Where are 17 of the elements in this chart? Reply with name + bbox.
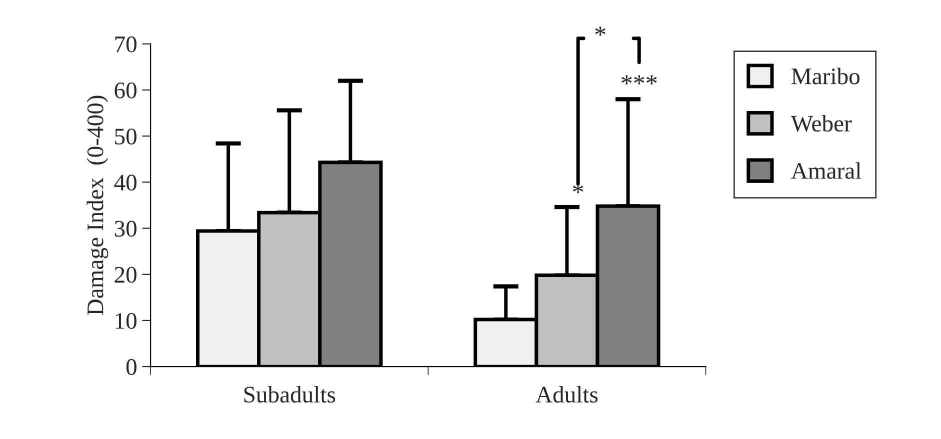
x-tick-label: Subadults [244,386,336,403]
y-tick-label: 60 [114,82,136,98]
y-tick-label: 10 [116,312,136,329]
y-tick-label: 50 [115,128,136,145]
legend-label: Weber [790,114,852,132]
y-tick-label: 30 [114,220,136,237]
y-tick-label: 0 [126,359,136,375]
y-tick-label: 70 [115,36,136,52]
annotation: * [573,184,584,194]
y-tick-label: 40 [114,174,136,191]
annotation: *** [622,75,657,84]
legend-label: Maribo [792,68,860,84]
y-axis-title: Damage Index (0-400) [86,96,108,316]
x-tick-label: Adults [536,386,598,403]
y-tick-label: 20 [114,266,136,283]
text: * [595,26,606,36]
legend-label: Amaral [791,162,862,179]
